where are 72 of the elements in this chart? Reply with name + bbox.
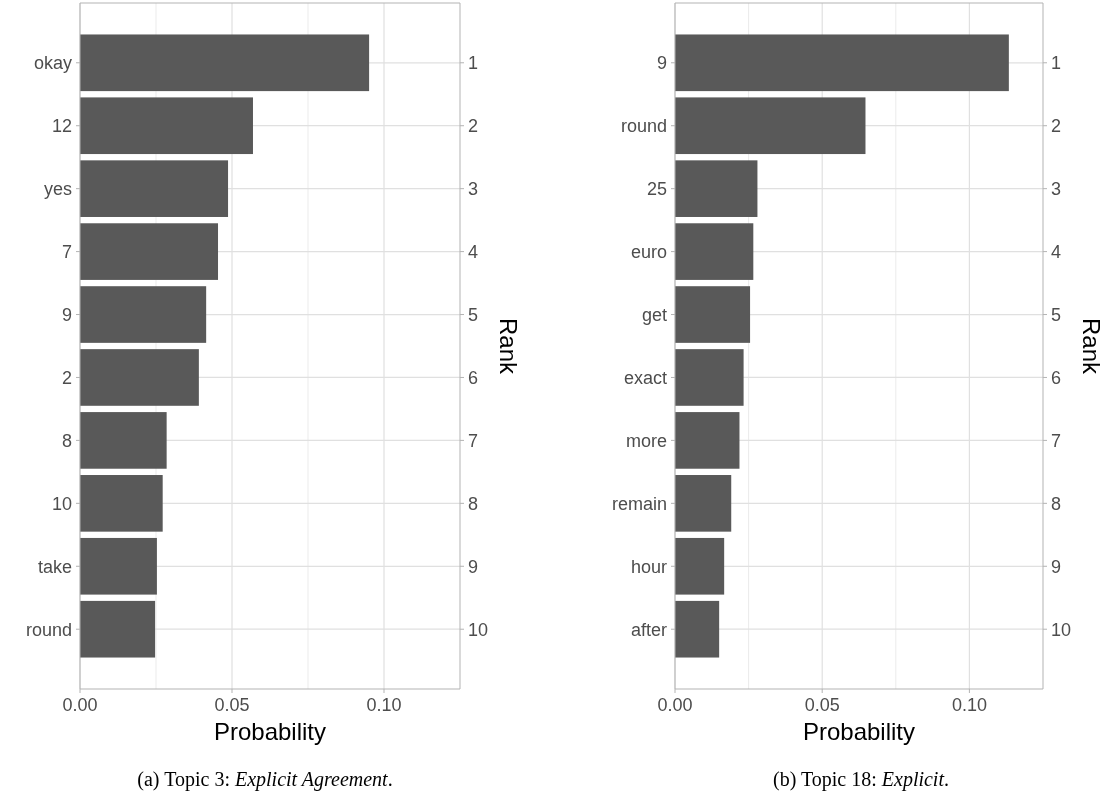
bar <box>675 97 866 155</box>
y-tick-label: 25 <box>646 178 667 199</box>
bar <box>675 160 758 217</box>
y2-tick-label: 8 <box>1051 493 1062 514</box>
bar <box>80 286 207 343</box>
y-tick-label: 10 <box>51 493 72 514</box>
y2-tick-label: 6 <box>1051 367 1062 388</box>
y-tick-label: 7 <box>61 241 72 262</box>
y2-tick-label: 1 <box>468 53 479 74</box>
y-tick-label: 12 <box>51 116 72 137</box>
y2-tick-label: 7 <box>468 430 479 451</box>
bar <box>80 349 199 406</box>
bar <box>80 34 370 92</box>
y-tick-label: take <box>37 556 72 577</box>
bar <box>675 412 740 469</box>
x-tick-label: 0.05 <box>804 695 840 715</box>
bar <box>80 223 219 280</box>
y2-tick-label: 8 <box>468 493 479 514</box>
bar <box>80 160 229 217</box>
bar <box>675 537 725 595</box>
y-tick-label: yes <box>43 178 72 199</box>
y2-tick-label: 3 <box>468 178 479 199</box>
x-tick-label: 0.10 <box>951 695 987 715</box>
y2-tick-label: 9 <box>1051 556 1062 577</box>
bar <box>80 537 157 595</box>
x-axis-title: Probability <box>802 718 916 745</box>
x-tick-label: 0.00 <box>657 695 693 715</box>
y2-axis-title: Rank <box>495 317 522 376</box>
x-axis-title: Probability <box>213 718 327 745</box>
text: (b) Topic 18: Explicit. <box>773 768 949 791</box>
y2-tick-label: 6 <box>468 367 479 388</box>
y2-tick-label: 2 <box>1051 116 1062 137</box>
y2-tick-label: 10 <box>1051 619 1072 640</box>
y2-tick-label: 10 <box>468 619 489 640</box>
y-tick-label: 9 <box>61 304 72 325</box>
x-tick-label: 0.10 <box>366 695 402 715</box>
bar <box>675 349 744 406</box>
x-tick-label: 0.05 <box>214 695 250 715</box>
bar <box>80 97 253 155</box>
y-tick-label: round <box>25 619 72 640</box>
y-tick-label: exact <box>623 367 667 388</box>
text: (a) Topic 3: Explicit Agreement. <box>137 768 393 791</box>
bar <box>675 223 754 280</box>
y-tick-label: 9 <box>656 53 667 74</box>
bar <box>675 475 732 532</box>
bar <box>675 286 751 343</box>
y2-tick-label: 7 <box>1051 430 1062 451</box>
x-tick-label: 0.00 <box>62 695 98 715</box>
y2-axis-title: Rank <box>1078 317 1105 376</box>
y-tick-label: 8 <box>61 430 72 451</box>
y2-tick-label: 1 <box>1051 53 1062 74</box>
y-tick-label: okay <box>33 53 72 74</box>
y-tick-label: euro <box>630 241 667 262</box>
y2-tick-label: 4 <box>1051 241 1062 262</box>
y-tick-label: hour <box>630 556 667 577</box>
y2-tick-label: 9 <box>468 556 479 577</box>
y-tick-label: get <box>641 304 667 325</box>
bar <box>675 600 720 658</box>
y2-tick-label: 2 <box>468 116 479 137</box>
bar <box>80 600 156 658</box>
y-tick-label: more <box>625 430 667 451</box>
y2-tick-label: 3 <box>1051 178 1062 199</box>
bar <box>80 475 163 532</box>
bar <box>675 34 1009 92</box>
y-tick-label: round <box>620 116 667 137</box>
y-tick-label: after <box>630 619 667 640</box>
y-tick-label: remain <box>611 493 667 514</box>
y2-tick-label: 5 <box>1051 304 1062 325</box>
bar <box>80 412 167 469</box>
y2-tick-label: 5 <box>468 304 479 325</box>
y-tick-label: 2 <box>61 367 72 388</box>
y2-tick-label: 4 <box>468 241 479 262</box>
